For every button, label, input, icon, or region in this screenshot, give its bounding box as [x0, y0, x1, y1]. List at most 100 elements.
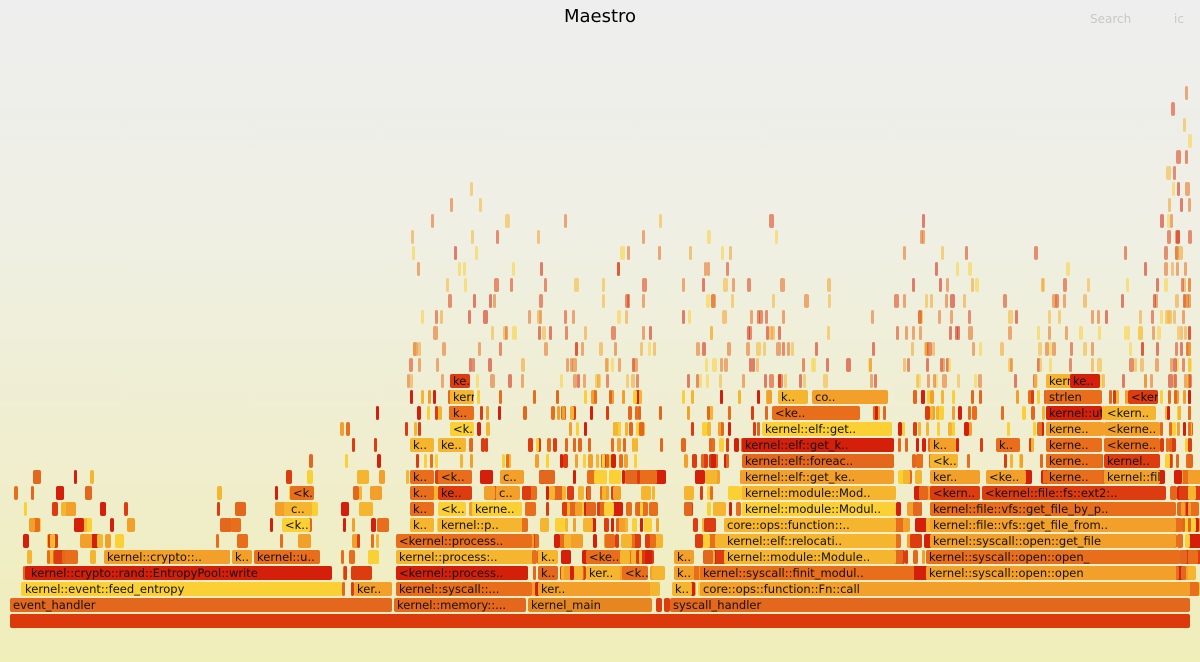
flame-frame[interactable] — [572, 438, 576, 452]
flame-frame[interactable] — [564, 214, 568, 228]
flame-frame[interactable] — [449, 198, 453, 212]
flame-frame[interactable] — [1009, 454, 1013, 468]
flame-frame[interactable] — [768, 326, 774, 340]
flame-frame[interactable] — [617, 518, 628, 532]
flame-frame[interactable] — [1041, 278, 1045, 292]
flame-frame[interactable] — [345, 422, 350, 436]
flame-frame[interactable] — [1082, 342, 1088, 356]
flame-frame[interactable]: kernel::syscall::open::get_file — [930, 534, 1176, 548]
flame-frame[interactable] — [564, 438, 568, 452]
flame-frame[interactable] — [298, 534, 309, 548]
flame-frame[interactable] — [624, 470, 639, 484]
flame-frame[interactable] — [912, 326, 916, 340]
flame-frame[interactable] — [126, 518, 136, 532]
flame-frame[interactable] — [410, 390, 414, 404]
flame-frame[interactable] — [575, 454, 579, 468]
flame-frame[interactable] — [681, 390, 685, 404]
flame-frame[interactable] — [1188, 422, 1191, 436]
flame-frame[interactable] — [370, 534, 374, 548]
flame-frame[interactable] — [642, 230, 646, 244]
ignore-case-toggle[interactable]: ic — [1174, 12, 1184, 26]
flame-frame[interactable] — [555, 518, 566, 532]
flame-frame[interactable]: <k.. — [438, 502, 466, 516]
flame-frame[interactable] — [1171, 438, 1176, 452]
flame-frame[interactable] — [922, 438, 926, 452]
flame-frame[interactable] — [631, 374, 635, 388]
flame-frame[interactable] — [569, 422, 573, 436]
flame-frame[interactable] — [448, 294, 452, 308]
flame-frame[interactable] — [270, 518, 274, 532]
flame-frame[interactable]: k.. — [538, 566, 558, 580]
flame-frame[interactable] — [84, 518, 88, 532]
flame-frame[interactable] — [1121, 294, 1125, 308]
flame-frame[interactable] — [572, 518, 576, 532]
flame-frame[interactable] — [717, 422, 722, 436]
flame-frame[interactable] — [814, 342, 818, 356]
flame-frame[interactable]: kernel::file:.. — [1104, 470, 1160, 484]
flame-frame[interactable] — [764, 406, 768, 420]
flame-frame[interactable] — [918, 310, 922, 324]
flame-frame[interactable] — [826, 358, 830, 372]
flame-frame[interactable] — [811, 358, 815, 372]
flame-frame[interactable] — [572, 470, 577, 484]
flame-frame[interactable] — [555, 390, 560, 404]
flame-frame[interactable] — [1101, 374, 1105, 388]
flame-frame[interactable] — [1160, 422, 1164, 436]
flame-frame[interactable] — [593, 518, 597, 532]
flame-frame[interactable] — [693, 566, 702, 580]
flame-frame[interactable] — [963, 294, 967, 308]
flame-frame[interactable] — [1188, 278, 1191, 292]
flame-frame[interactable] — [599, 486, 603, 500]
flame-frame[interactable] — [949, 310, 953, 324]
flame-frame[interactable] — [644, 550, 653, 564]
flame-frame[interactable] — [728, 502, 732, 516]
flame-frame[interactable] — [1173, 310, 1177, 324]
flame-frame[interactable] — [1057, 310, 1061, 324]
flame-frame[interactable] — [583, 326, 587, 340]
flame-frame[interactable] — [365, 502, 373, 516]
flame-frame[interactable] — [767, 390, 772, 404]
flame-frame[interactable] — [1033, 374, 1038, 388]
flame-frame[interactable] — [616, 438, 621, 452]
flame-frame[interactable] — [1188, 518, 1197, 532]
flame-frame[interactable] — [642, 294, 646, 308]
flame-frame[interactable] — [1185, 182, 1190, 196]
flame-frame[interactable] — [918, 502, 922, 516]
flame-frame[interactable] — [1178, 550, 1187, 564]
flame-frame[interactable] — [625, 310, 629, 324]
flame-frame[interactable] — [790, 342, 794, 356]
flame-frame[interactable] — [894, 294, 900, 308]
flame-frame[interactable] — [1173, 166, 1177, 180]
flame-frame[interactable] — [488, 294, 492, 308]
flame-frame[interactable] — [1159, 390, 1163, 404]
flame-frame[interactable] — [1160, 438, 1165, 452]
flame-frame[interactable] — [1167, 214, 1171, 228]
flame-frame[interactable] — [978, 342, 982, 356]
flame-frame[interactable] — [90, 470, 95, 484]
flame-frame[interactable] — [652, 486, 656, 500]
flame-frame[interactable] — [719, 374, 723, 388]
flame-frame[interactable] — [582, 374, 586, 388]
flame-frame[interactable] — [1186, 374, 1190, 388]
flame-frame[interactable] — [1151, 326, 1155, 340]
flame-frame[interactable] — [615, 518, 619, 532]
flame-frame[interactable] — [602, 278, 606, 292]
flame-frame[interactable] — [1063, 278, 1067, 292]
flame-frame[interactable] — [493, 294, 497, 308]
flame-frame[interactable] — [964, 422, 970, 436]
flame-frame[interactable] — [511, 326, 517, 340]
flame-frame[interactable] — [704, 358, 708, 372]
flame-frame[interactable] — [1188, 486, 1197, 500]
flame-frame[interactable] — [641, 326, 645, 340]
flame-frame[interactable] — [377, 518, 389, 532]
flame-frame[interactable]: core::ops::function::Fn::call — [700, 582, 1190, 596]
flame-frame[interactable] — [683, 454, 688, 468]
flame-frame[interactable] — [1098, 470, 1110, 484]
flame-frame[interactable] — [470, 182, 474, 196]
flame-frame[interactable] — [703, 262, 708, 276]
flame-frame[interactable] — [778, 326, 782, 340]
flame-frame[interactable] — [912, 422, 918, 436]
flame-frame[interactable] — [1179, 198, 1184, 212]
flame-frame[interactable] — [611, 454, 616, 468]
flame-frame[interactable] — [690, 390, 694, 404]
